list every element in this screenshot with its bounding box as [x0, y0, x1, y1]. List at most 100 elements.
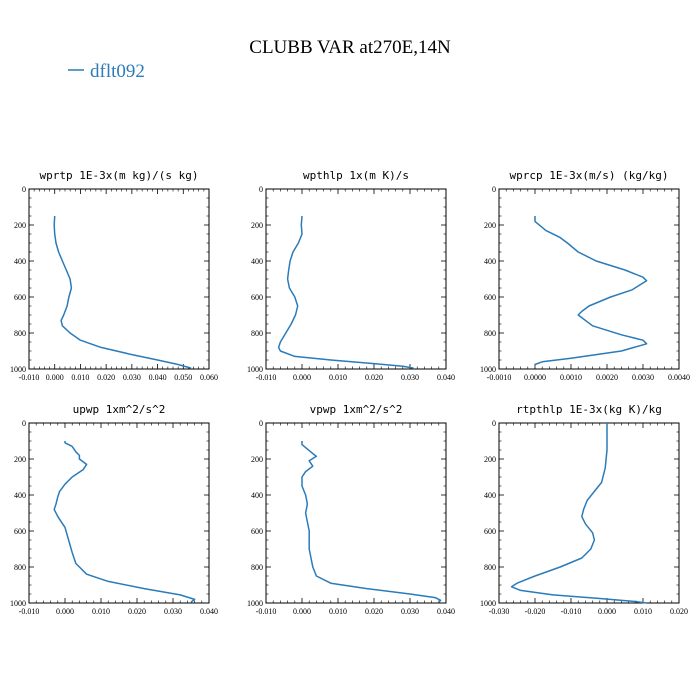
- x-tick-label: 0.040: [437, 607, 455, 616]
- x-tick-label: -0.0010: [487, 373, 512, 382]
- x-tick-label: 0.000: [598, 607, 616, 616]
- x-tick-label: -0.010: [561, 607, 582, 616]
- x-tick-label: 0.020: [128, 607, 146, 616]
- figure-title: CLUBB VAR at270E,14N: [249, 37, 451, 58]
- panel-3: wprcp 1E-3x(m/s) (kg/kg) -0.0010 0.0000 0.0…: [480, 169, 690, 382]
- y-tick-label: 600: [14, 527, 26, 536]
- x-tick-label: 0.0030: [632, 373, 654, 382]
- plot-frame: [498, 422, 680, 604]
- plot-frame: [28, 188, 210, 370]
- y-tick-label: 600: [14, 293, 26, 302]
- series-line: [301, 441, 442, 603]
- y-tick-label: 200: [484, 455, 496, 464]
- y-tick-label: 600: [251, 293, 263, 302]
- y-tick-label: 0: [259, 419, 263, 428]
- y-tick-label: 600: [251, 527, 263, 536]
- panel-title: wprtp 1E-3x(m kg)/(s kg): [40, 169, 199, 182]
- x-tick-label: 0.030: [401, 373, 419, 382]
- x-tick-label: -0.010: [19, 607, 40, 616]
- y-tick-label: 600: [484, 527, 496, 536]
- y-tick-label: 0: [22, 185, 26, 194]
- x-tick-label: 0.0000: [524, 373, 546, 382]
- y-tick-label: 400: [251, 491, 263, 500]
- panel-title: vpwp 1xm^2/s^2: [310, 403, 403, 416]
- x-tick-label: 0.020: [365, 373, 383, 382]
- x-tick-label: 0.010: [71, 373, 89, 382]
- panel-4: upwp 1xm^2/s^2 -0.010 0.000 0.010 0.020 0.030…: [10, 403, 218, 616]
- y-tick-label: 1000: [480, 599, 496, 608]
- panel-title: upwp 1xm^2/s^2: [73, 403, 166, 416]
- y-tick-label: 400: [14, 257, 26, 266]
- y-tick-label: 1000: [10, 365, 26, 374]
- x-tick-label: 0.000: [46, 373, 64, 382]
- x-tick-label: 0.010: [634, 607, 652, 616]
- y-tick-label: 200: [251, 221, 263, 230]
- x-tick-label: 0.010: [329, 373, 347, 382]
- x-tick-label: 0.060: [200, 373, 218, 382]
- x-tick-label: 0.030: [401, 607, 419, 616]
- y-tick-label: 200: [14, 455, 26, 464]
- y-tick-label: 400: [484, 491, 496, 500]
- x-tick-label: 0.030: [123, 373, 141, 382]
- y-tick-label: 0: [22, 419, 26, 428]
- series-line: [534, 216, 648, 366]
- x-tick-label: -0.010: [256, 373, 277, 382]
- y-tick-label: 0: [492, 185, 496, 194]
- x-tick-label: -0.010: [19, 373, 40, 382]
- y-tick-label: 800: [484, 563, 496, 572]
- x-tick-label: 0.020: [670, 607, 688, 616]
- x-tick-label: 0.020: [97, 373, 115, 382]
- y-tick-label: 0: [492, 419, 496, 428]
- y-tick-label: 400: [484, 257, 496, 266]
- x-tick-label: 0.000: [56, 607, 74, 616]
- plot-frame: [498, 188, 680, 370]
- panel-title: wpthlp 1x(m K)/s: [303, 169, 409, 182]
- x-tick-label: 0.040: [200, 607, 218, 616]
- y-tick-label: 800: [484, 329, 496, 338]
- y-tick-label: 400: [14, 491, 26, 500]
- y-tick-label: 1000: [247, 365, 263, 374]
- y-tick-label: 800: [251, 563, 263, 572]
- legend-label: dflt092: [90, 61, 145, 82]
- y-tick-label: 800: [14, 563, 26, 572]
- panel-1: wprtp 1E-3x(m kg)/(s kg) -0.010 0.000 0.010…: [10, 169, 218, 382]
- panel-6: rtpthlp 1E-3x(kg K)/kg -0.030 -0.020 -0.010…: [480, 403, 688, 616]
- x-tick-label: 0.000: [293, 373, 311, 382]
- x-tick-label: 0.030: [164, 607, 182, 616]
- x-tick-label: 0.050: [174, 373, 192, 382]
- x-tick-label: -0.010: [256, 607, 277, 616]
- y-tick-label: 1000: [10, 599, 26, 608]
- panel-title: wprcp 1E-3x(m/s) (kg/kg): [510, 169, 669, 182]
- series-line: [53, 441, 196, 603]
- y-tick-label: 1000: [480, 365, 496, 374]
- y-tick-label: 400: [251, 257, 263, 266]
- x-tick-label: 0.040: [437, 373, 455, 382]
- y-tick-label: 200: [14, 221, 26, 230]
- panel-grid: wprtp 1E-3x(m kg)/(s kg) -0.010 0.000 0.010…: [10, 169, 690, 616]
- x-tick-label: -0.030: [489, 607, 510, 616]
- x-tick-label: -0.020: [525, 607, 546, 616]
- y-tick-label: 200: [251, 455, 263, 464]
- y-tick-label: 600: [484, 293, 496, 302]
- series-line: [53, 215, 192, 369]
- plot-frame: [265, 422, 447, 604]
- y-tick-label: 800: [251, 329, 263, 338]
- x-tick-label: 0.010: [92, 607, 110, 616]
- series-line: [277, 215, 414, 369]
- y-tick-label: 0: [259, 185, 263, 194]
- x-tick-label: 0.0040: [668, 373, 690, 382]
- legend: dflt092: [68, 61, 145, 82]
- series-line: [510, 423, 647, 604]
- y-tick-label: 200: [484, 221, 496, 230]
- panel-title: rtpthlp 1E-3x(kg K)/kg: [516, 403, 662, 416]
- x-tick-label: 0.040: [149, 373, 167, 382]
- y-tick-label: 1000: [247, 599, 263, 608]
- y-tick-label: 800: [14, 329, 26, 338]
- x-tick-label: 0.020: [365, 607, 383, 616]
- plot-frame: [265, 188, 447, 370]
- x-tick-label: 0.0010: [560, 373, 582, 382]
- x-tick-label: 0.010: [329, 607, 347, 616]
- panel-5: vpwp 1xm^2/s^2 -0.010 0.000 0.010 0.020 0.030…: [247, 403, 455, 616]
- x-tick-label: 0.000: [293, 607, 311, 616]
